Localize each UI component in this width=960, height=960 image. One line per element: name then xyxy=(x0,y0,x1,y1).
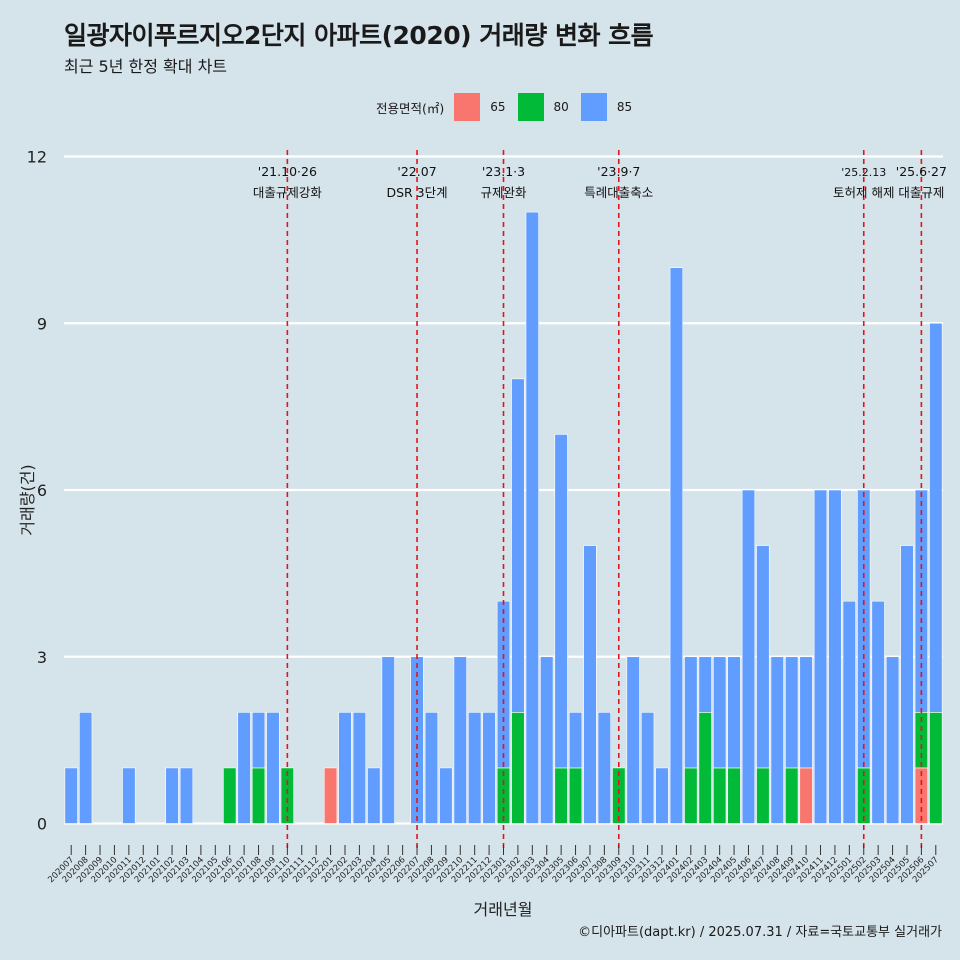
legend-key-85 xyxy=(580,93,607,121)
bar-202407-80 xyxy=(756,767,770,824)
bar-202210-85 xyxy=(453,656,467,824)
bar-202007-85 xyxy=(64,767,78,824)
y-tick-label: 9 xyxy=(37,314,47,333)
bar-202405-80 xyxy=(727,767,741,824)
bar-202409-80 xyxy=(785,767,799,824)
bar-202504-85 xyxy=(885,656,900,824)
legend-label-85: 85 xyxy=(616,100,633,114)
event-date-202207: '22.07 xyxy=(397,164,436,179)
bar-202203-85 xyxy=(352,712,367,824)
y-tick-label: 6 xyxy=(37,481,47,500)
bar-202301-80 xyxy=(496,767,511,824)
chart-title: 일광자이푸르지오2단지 아파트(2020) 거래량 변화 흐름 xyxy=(64,21,654,50)
source-caption: ©디아파트(dapt.kr) / 2025.07.31 / 자료=국토교통부 실… xyxy=(578,925,942,940)
bar-202102-85 xyxy=(165,767,179,824)
bar-202311-85 xyxy=(640,712,655,824)
bar-202109-85 xyxy=(266,712,280,824)
bar-202405-85 xyxy=(727,656,741,769)
bar-202212-85 xyxy=(482,712,496,824)
bar-202401-85 xyxy=(669,267,684,824)
bar-202304-85 xyxy=(540,656,554,824)
bar-202403-80 xyxy=(698,712,712,824)
bar-202307-85 xyxy=(583,545,597,824)
bar-202305-80 xyxy=(554,767,568,824)
bar-202204-85 xyxy=(367,767,381,824)
bar-202308-85 xyxy=(597,712,612,824)
bar-202306-85 xyxy=(568,712,583,769)
bar-202403-85 xyxy=(698,656,712,713)
bar-202406-85 xyxy=(741,489,756,824)
bar-202107-85 xyxy=(237,712,251,824)
bar-202503-85 xyxy=(871,600,885,824)
bar-202410-85 xyxy=(799,656,813,769)
legend: 전용면적(㎡) 65 80 85 xyxy=(376,92,644,122)
event-date-202502: '25.2.13 xyxy=(841,166,886,179)
bar-202108-85 xyxy=(251,712,266,769)
bar-202410-65 xyxy=(799,767,813,824)
event-date-202309: '23.9·7 xyxy=(597,164,640,179)
bar-202202-85 xyxy=(338,712,352,824)
bar-202208-85 xyxy=(424,712,439,824)
bar-202404-80 xyxy=(713,767,727,824)
chart-subtitle: 최근 5년 한정 확대 차트 xyxy=(64,57,228,76)
bar-202201-65 xyxy=(323,767,338,824)
legend-key-80 xyxy=(517,93,544,121)
event-label-202506: 대출규제 xyxy=(898,185,944,200)
bar-202302-80 xyxy=(511,712,525,824)
bar-202409-85 xyxy=(785,656,799,769)
bar-202303-85 xyxy=(525,211,539,824)
y-tick-label: 3 xyxy=(37,648,47,667)
y-axis-title: 거래량(건) xyxy=(18,464,37,535)
bar-202312-85 xyxy=(655,767,669,824)
legend-item-85: 85 xyxy=(580,93,633,121)
bar-202008-85 xyxy=(78,712,93,824)
bar-202507-85 xyxy=(929,322,943,713)
bar-202502-80 xyxy=(857,767,871,824)
event-label-202309: 특례대출축소 xyxy=(584,185,653,200)
bar-202411-85 xyxy=(813,489,828,824)
bar-202506-65 xyxy=(914,767,929,824)
bar-202103-85 xyxy=(179,767,194,824)
bar-202505-85 xyxy=(900,545,914,824)
event-date-202301: '23.1·3 xyxy=(482,164,525,179)
legend-item-65: 65 xyxy=(454,93,506,121)
bar-202501-85 xyxy=(842,600,856,824)
bar-202408-85 xyxy=(770,656,784,824)
event-label-202301: 규제완화 xyxy=(480,185,527,200)
event-date-202110: '21.10·26 xyxy=(258,164,317,179)
bar-202407-85 xyxy=(756,545,770,769)
y-tick-label: 0 xyxy=(37,815,47,834)
bar-202106-80 xyxy=(223,767,237,824)
event-date-202506: '25.6·27 xyxy=(896,164,947,179)
legend-label-65: 65 xyxy=(490,100,506,114)
bar-202011-85 xyxy=(122,767,136,824)
bar-202302-85 xyxy=(511,378,525,713)
bar-202211-85 xyxy=(468,712,482,824)
legend-label-80: 80 xyxy=(553,100,569,114)
bar-202404-85 xyxy=(713,656,727,769)
legend-key-65 xyxy=(454,93,481,121)
event-label-202502: 토허제 해제 xyxy=(833,185,894,200)
x-axis-title: 거래년월 xyxy=(474,900,533,919)
legend-item-80: 80 xyxy=(517,93,569,121)
bar-202412-85 xyxy=(828,489,842,824)
y-tick-label: 12 xyxy=(27,148,47,167)
bar-202306-80 xyxy=(568,767,583,824)
bar-202205-85 xyxy=(381,656,395,824)
legend-title: 전용면적(㎡) xyxy=(376,100,445,116)
bar-202309-80 xyxy=(612,767,626,824)
bar-202310-85 xyxy=(626,656,640,824)
bar-202305-85 xyxy=(554,434,568,769)
bar-202209-85 xyxy=(439,767,453,824)
bar-202507-80 xyxy=(929,712,943,824)
bar-202108-80 xyxy=(251,767,266,824)
event-label-202207: DSR 3단계 xyxy=(386,185,447,200)
bar-202402-80 xyxy=(684,767,698,824)
bar-202110-80 xyxy=(280,767,294,824)
event-label-202110: 대출규제강화 xyxy=(253,185,323,200)
bar-202402-85 xyxy=(684,656,698,769)
